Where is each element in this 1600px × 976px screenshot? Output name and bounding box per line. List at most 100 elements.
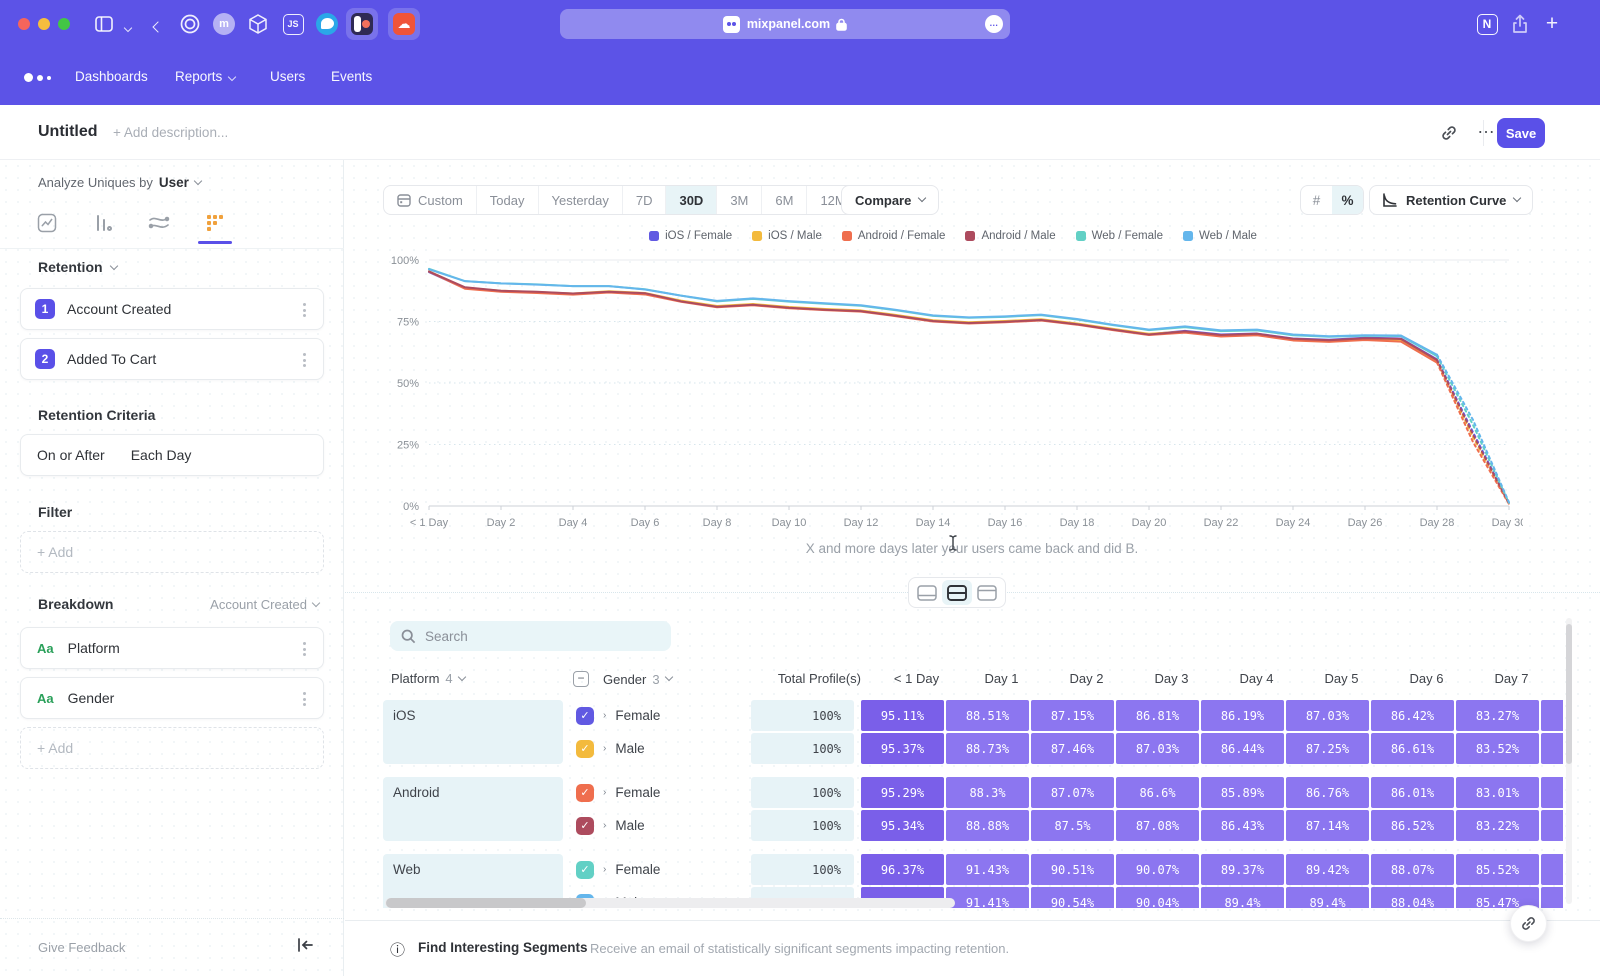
day-column-header[interactable]: Day 7 [1494, 671, 1529, 686]
column-total-profiles[interactable]: Total Profile(s) [777, 671, 861, 686]
retention-value-cell[interactable]: 86.52% [1371, 810, 1454, 841]
retention-value-cell[interactable]: 90.54% [1031, 887, 1114, 908]
horizontal-scrollbar[interactable] [385, 898, 955, 908]
nav-events[interactable]: Events [331, 69, 373, 84]
extension-js-icon[interactable]: JS [281, 12, 305, 36]
retention-value-cell[interactable]: 91.43% [946, 854, 1029, 885]
retention-value-cell[interactable]: 88.3% [946, 777, 1029, 808]
retention-value-cell[interactable]: 83.01% [1456, 777, 1539, 808]
column-platform[interactable]: Platform 4 [391, 671, 466, 686]
retention-value-cell[interactable]: 85.52% [1456, 854, 1539, 885]
day-column-header[interactable]: Day 1 [984, 671, 1019, 686]
legend-item[interactable]: Android / Male [965, 230, 1056, 242]
retention-value-cell[interactable]: 90.07% [1116, 854, 1199, 885]
new-tab-icon[interactable]: + [1545, 12, 1559, 35]
retention-value-cell[interactable]: 87.08% [1116, 810, 1199, 841]
retention-value-cell[interactable]: 87.07% [1031, 777, 1114, 808]
expand-chevron-icon[interactable]: › [603, 864, 607, 875]
horizontal-scrollbar-thumb[interactable] [386, 898, 586, 908]
more-options-icon[interactable]: … [1477, 117, 1496, 137]
retention-value-cell[interactable]: 96.37% [861, 854, 944, 885]
view-type-selector[interactable]: Retention Curve [1369, 185, 1534, 215]
layout-table-only-button[interactable] [972, 580, 1002, 605]
legend-item[interactable]: iOS / Male [752, 230, 822, 242]
breakdown-scope-selector[interactable]: Account Created [210, 597, 321, 612]
extension-soundcloud-icon[interactable]: ☁ [388, 8, 420, 40]
breakdown-add-button[interactable]: + Add [20, 727, 324, 769]
retention-value-cell[interactable]: 83.27% [1456, 700, 1539, 731]
retention-chart[interactable]: 0% 25% 50% 75% 100% < 1 Day Day 2 Day 4 Day 6 Day… [383, 250, 1523, 530]
report-title[interactable]: Untitled [38, 123, 98, 140]
range-30d[interactable]: 30D [665, 186, 717, 214]
retention-value-cell[interactable]: 95.34% [861, 810, 944, 841]
retention-value-cell[interactable]: 86.42% [1371, 700, 1454, 731]
retention-step-1[interactable]: 1 Account Created [20, 288, 324, 330]
chevron-down-icon[interactable] [116, 16, 140, 40]
expand-chevron-icon[interactable]: › [603, 710, 607, 721]
layout-chart-only-button[interactable] [912, 580, 942, 605]
platform-label[interactable]: iOS [383, 700, 563, 764]
close-window-button[interactable] [18, 18, 30, 30]
nav-reports[interactable]: Reports [175, 48, 237, 105]
legend-item[interactable]: iOS / Female [649, 230, 732, 242]
extension-cube-icon[interactable] [246, 12, 270, 36]
breakdown-property[interactable]: Gender [67, 690, 115, 706]
retention-value-cell[interactable]: 83.2% [1541, 810, 1563, 841]
breakdown-menu-icon[interactable] [297, 690, 311, 708]
step-event-name[interactable]: Account Created [67, 301, 172, 317]
day-column-header[interactable]: Day 8 [1554, 671, 1563, 686]
retention-value-cell[interactable]: 86.6% [1116, 777, 1199, 808]
retention-value-cell[interactable]: 83.3% [1541, 700, 1563, 731]
retention-value-cell[interactable]: 90.04% [1116, 887, 1199, 908]
nav-users[interactable]: Users [270, 69, 306, 84]
legend-item[interactable]: Web / Male [1182, 230, 1257, 242]
extension-bird-icon[interactable] [315, 12, 339, 36]
retention-value-cell[interactable]: 91.41% [946, 887, 1029, 908]
retention-value-cell[interactable]: 95.11% [861, 700, 944, 731]
series-checkbox[interactable]: ✓ [576, 783, 594, 802]
compare-button[interactable]: Compare [841, 185, 940, 215]
retention-criteria-card[interactable]: On or After Each Day [20, 434, 324, 476]
expand-chevron-icon[interactable]: › [603, 743, 607, 754]
retention-value-cell[interactable]: 83.22% [1456, 810, 1539, 841]
gender-cell[interactable]: ✓ › Female [570, 700, 751, 731]
copy-link-icon[interactable] [1440, 124, 1458, 142]
range-6m[interactable]: 6M [761, 186, 806, 214]
platform-label[interactable]: Android [383, 777, 563, 841]
save-button[interactable]: Save [1497, 118, 1545, 148]
select-all-checkbox[interactable]: − [573, 671, 589, 687]
unit-percent-toggle[interactable]: % [1332, 186, 1363, 214]
share-link-floating-button[interactable] [1510, 905, 1547, 942]
layout-split-button[interactable] [942, 580, 972, 605]
retention-value-cell[interactable]: 88.88% [946, 810, 1029, 841]
breakdown-property[interactable]: Platform [67, 640, 120, 656]
zoom-window-button[interactable] [58, 18, 70, 30]
series-checkbox[interactable]: ✓ [576, 816, 594, 835]
retention-value-cell[interactable]: 87.03% [1116, 733, 1199, 764]
vertical-scrollbar-thumb[interactable] [1566, 624, 1572, 764]
retention-value-cell[interactable]: 87.5% [1031, 810, 1114, 841]
series-checkbox[interactable]: ✓ [576, 706, 594, 725]
retention-value-cell[interactable]: 89.4% [1201, 887, 1284, 908]
sidebar-toggle-icon[interactable] [92, 12, 116, 36]
tab-insights[interactable] [30, 208, 64, 238]
tab-flows[interactable] [142, 208, 176, 238]
range-12m[interactable]: 12M [806, 186, 858, 214]
step-menu-icon[interactable] [297, 351, 311, 369]
retention-step-2[interactable]: 2 Added To Cart [20, 338, 324, 380]
filter-add-button[interactable]: + Add [20, 531, 324, 573]
day-column-header[interactable]: Day 3 [1154, 671, 1189, 686]
series-checkbox[interactable]: ✓ [576, 860, 594, 879]
retention-value-cell[interactable]: 88.04% [1371, 887, 1454, 908]
extension-recorder-icon[interactable] [346, 8, 378, 40]
gender-cell[interactable]: ✓ › Female [570, 777, 751, 808]
retention-value-cell[interactable]: 89.42% [1286, 854, 1369, 885]
retention-value-cell[interactable]: 86.61% [1371, 733, 1454, 764]
retention-value-cell[interactable]: 83.0% [1541, 777, 1563, 808]
retention-value-cell[interactable]: 85.5% [1541, 887, 1563, 908]
breakdown-menu-icon[interactable] [297, 640, 311, 658]
legend-item[interactable]: Android / Female [841, 230, 945, 242]
unit-count-toggle[interactable]: # [1301, 186, 1332, 214]
minimize-window-button[interactable] [38, 18, 50, 30]
retention-value-cell[interactable]: 85.89% [1201, 777, 1284, 808]
